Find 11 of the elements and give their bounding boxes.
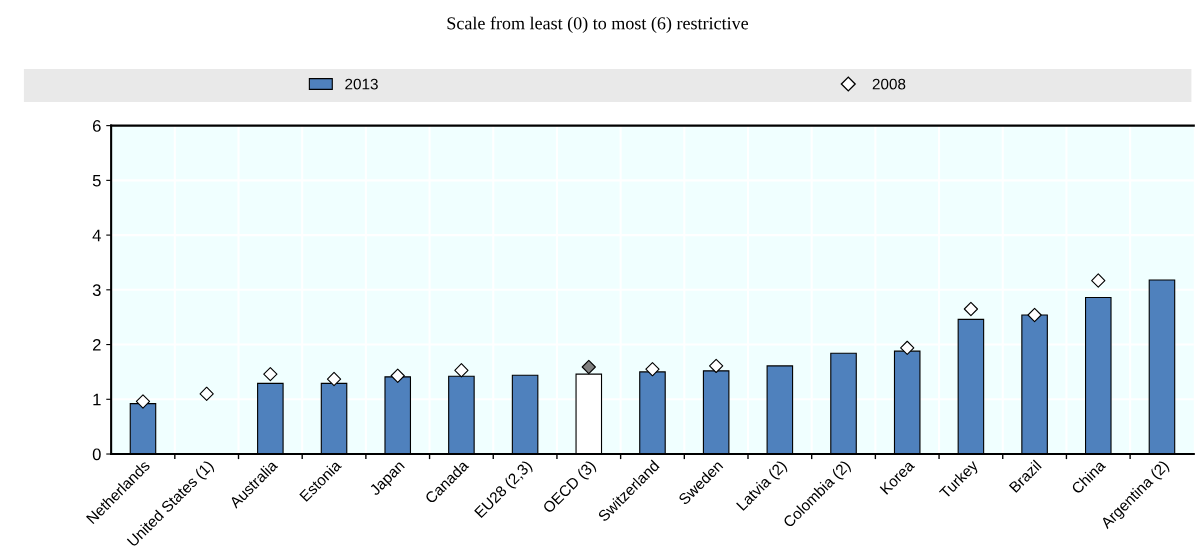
y-tick-label: 2 bbox=[92, 338, 101, 351]
y-tick-label: 1 bbox=[93, 393, 101, 406]
y-tick-label: 6 bbox=[92, 120, 101, 132]
legend-label: 2013 bbox=[345, 78, 378, 90]
chart-title: Scale from least (0) to most (6) restrictive bbox=[447, 16, 749, 34]
y-tick-label: 4 bbox=[92, 229, 101, 242]
point bbox=[135, 394, 151, 409]
y-tick-label: 0 bbox=[92, 448, 101, 461]
y-tick-label: 3 bbox=[92, 284, 101, 297]
legend-label: 2008 bbox=[872, 78, 906, 90]
y-tick-label: 5 bbox=[92, 174, 101, 187]
